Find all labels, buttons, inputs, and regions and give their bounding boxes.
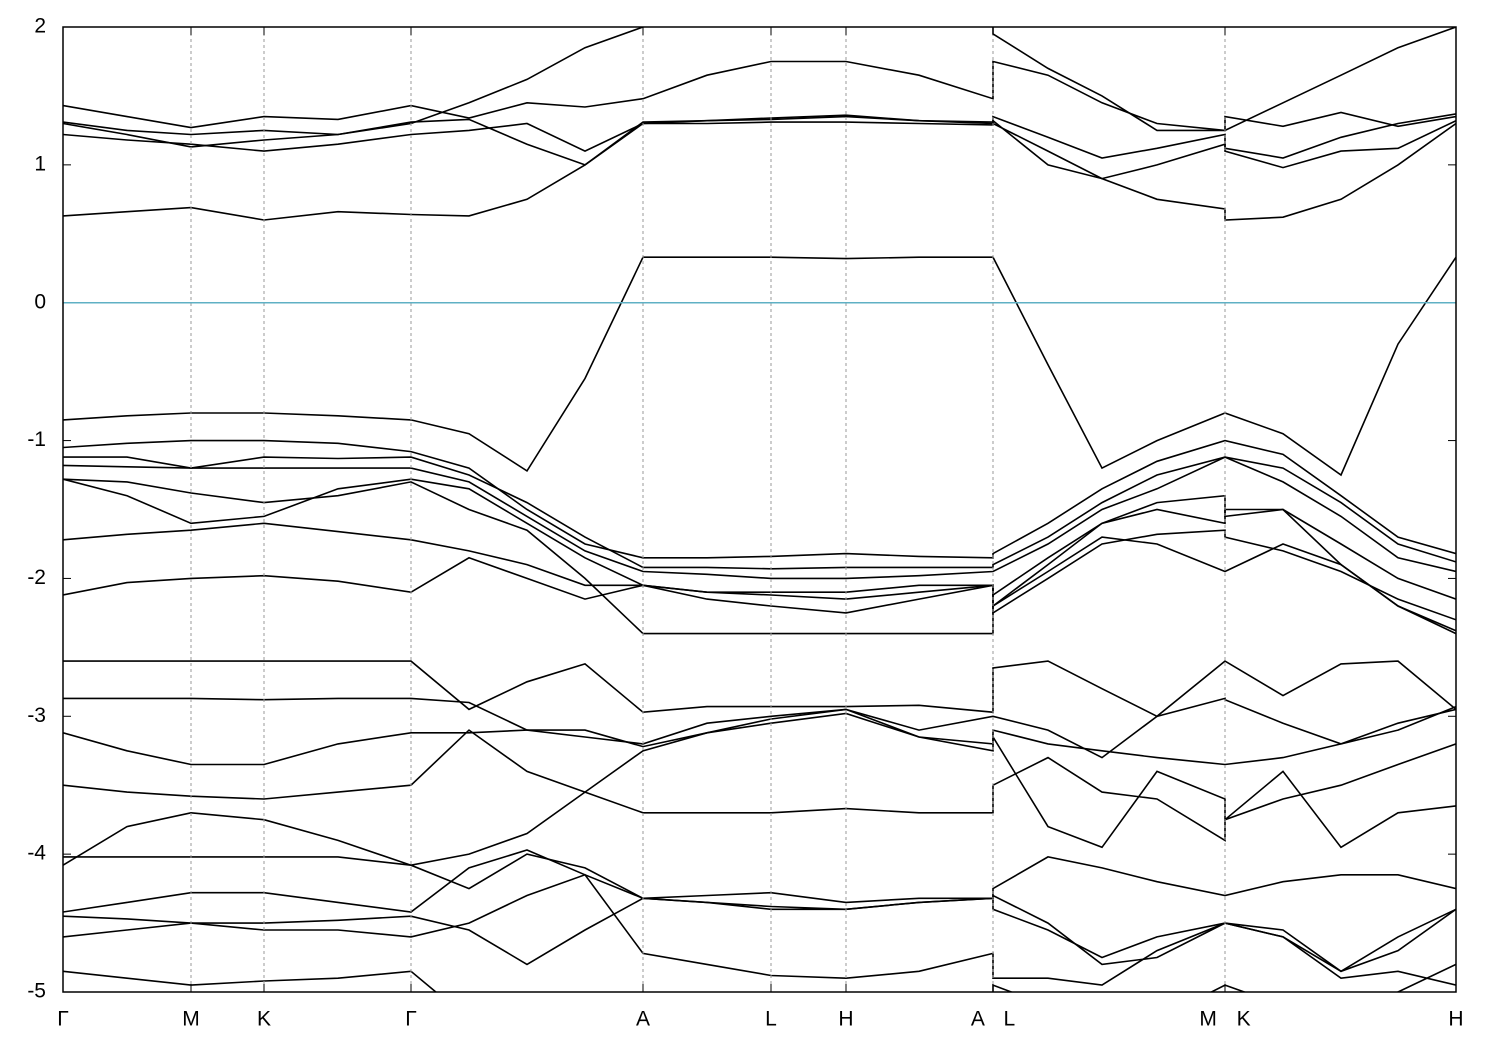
band-line: [63, 439, 1456, 559]
x-tick-label: A L: [971, 1008, 1015, 1031]
y-tick-label: -3: [27, 704, 46, 727]
band-line: [63, 256, 1456, 477]
y-tick-label: -5: [27, 980, 46, 1003]
band-line: [63, 708, 1456, 766]
band-line: [63, 963, 1456, 992]
band-line: [63, 522, 1456, 621]
x-tick-label: H: [1448, 1008, 1463, 1031]
x-tick-label: A: [636, 1008, 650, 1031]
band-line: [63, 660, 1456, 718]
x-tick-label: H: [838, 1008, 853, 1031]
band-line: [63, 60, 1456, 132]
band-line: [63, 536, 1456, 632]
x-tick-label: K: [257, 1008, 271, 1031]
y-tick-label: 2: [34, 15, 46, 38]
x-tick-label: M K: [1199, 1008, 1250, 1031]
band-line: [63, 478, 1456, 600]
y-tick-label: 1: [34, 152, 46, 175]
x-tick-label: Γ: [57, 1008, 69, 1031]
band-line: [63, 873, 1456, 986]
y-tick-label: -2: [27, 566, 46, 589]
band-line: [63, 853, 1456, 904]
band-line: [63, 712, 1456, 867]
y-tick-label: -4: [27, 842, 46, 865]
y-tick-label: 0: [34, 290, 46, 313]
plot-area: [63, 27, 1456, 992]
band-line: [63, 729, 1456, 842]
y-tick-label: -1: [27, 428, 46, 451]
band-line: [63, 456, 1456, 570]
x-tick-label: Γ: [405, 1008, 417, 1031]
x-tick-label: L: [765, 1008, 777, 1031]
band-line: [63, 27, 1456, 148]
band-line: [63, 115, 1456, 221]
plot-frame: [62, 26, 1457, 993]
band-line: [63, 849, 1456, 973]
x-tick-label: M: [182, 1008, 200, 1031]
band-line: [63, 697, 1456, 759]
band-line: [63, 119, 1456, 180]
band-line: [63, 456, 1456, 580]
band-line: [63, 894, 1456, 973]
